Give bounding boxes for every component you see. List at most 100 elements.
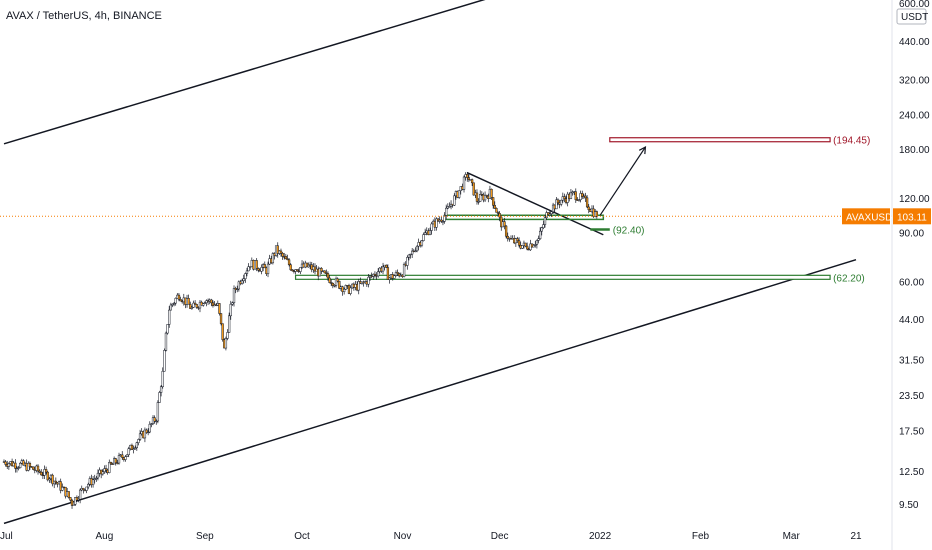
candle-body-56 (93, 478, 96, 481)
candle-body-203 (331, 283, 334, 286)
candle-body-284 (462, 176, 466, 190)
candle-body-152 (249, 266, 252, 268)
trendline-2 (466, 172, 604, 236)
candle-body-104 (171, 303, 174, 306)
candle-body-163 (266, 263, 270, 275)
candle-body-249 (406, 257, 409, 266)
candle-body-318 (517, 240, 521, 246)
candle-body-183 (299, 267, 302, 272)
candle-body-103 (169, 304, 172, 311)
candle-body-44 (74, 497, 77, 505)
candle-body-108 (177, 294, 181, 300)
candle-body-47 (78, 489, 82, 500)
candle-body-252 (411, 250, 414, 255)
candle-body-101 (166, 324, 169, 334)
candle-body-90 (148, 423, 151, 433)
candle-body-355 (577, 199, 581, 201)
candle-body-344 (560, 199, 563, 205)
candle-body-205 (334, 278, 338, 286)
current-price-tag[interactable]: AVAXUSDT 103.11 (842, 208, 931, 225)
candle-body-260 (423, 232, 427, 235)
candle-body-258 (420, 240, 424, 246)
candle-body-271 (441, 221, 445, 223)
candle-body-80 (132, 448, 135, 450)
zones: (194.45) (92.40) (62.20) (294, 136, 870, 284)
candle-body-290 (472, 182, 475, 196)
candle-body-332 (540, 227, 543, 232)
currency-box[interactable] (896, 8, 927, 25)
candle-body-149 (244, 273, 247, 280)
candle-body-264 (430, 223, 433, 231)
candle-body-147 (240, 280, 244, 284)
candle-body-176 (287, 259, 291, 265)
candles (2, 171, 598, 509)
x-tick-4: Nov (394, 531, 412, 542)
candle-body-22 (38, 470, 41, 473)
candle-body-3 (7, 463, 11, 467)
candle-body-198 (323, 270, 326, 274)
candle-body-93 (153, 417, 156, 422)
candle-body-119 (195, 304, 198, 308)
candle-body-140 (229, 303, 232, 317)
candle-body-133 (218, 303, 221, 314)
candle-body-206 (336, 278, 339, 282)
candle-body-66 (109, 462, 113, 465)
candle-body-366 (595, 211, 598, 217)
candle-body-57 (95, 477, 98, 480)
symbol-tag-bg (842, 208, 890, 225)
candle-body-275 (448, 206, 451, 208)
candle-body-124 (203, 302, 207, 304)
candle-body-148 (242, 278, 245, 282)
trendlines (3, 0, 857, 525)
candle-body-40 (67, 491, 70, 498)
candle-body-43 (72, 503, 75, 506)
candle-body-329 (535, 240, 539, 245)
candle-body-342 (556, 199, 560, 204)
candle-body-21 (36, 465, 40, 472)
candle-body-323 (526, 245, 529, 250)
candle-body-45 (75, 497, 79, 501)
candle-body-134 (219, 313, 223, 324)
candle-body-169 (276, 245, 279, 254)
candle-body-145 (237, 281, 241, 290)
candle-body-214 (349, 287, 352, 294)
candle-body-311 (506, 235, 509, 239)
candle-body-94 (155, 420, 158, 423)
symbol-tag: AVAXUSDT (846, 212, 898, 223)
candle-body-27 (46, 471, 49, 481)
candle-body-7 (14, 462, 17, 469)
candle-body-333 (542, 224, 545, 229)
candle-body-128 (210, 299, 213, 304)
candle-body-255 (415, 245, 419, 252)
candle-body-88 (145, 429, 148, 433)
candle-body-171 (279, 250, 283, 254)
y-tick-11: 12.50 (899, 467, 924, 478)
y-tick-4: 120.00 (899, 194, 930, 205)
candle-body-231 (377, 271, 380, 277)
projection-arrow (599, 146, 646, 216)
candle-body-353 (574, 191, 577, 201)
candle-body-100 (164, 332, 168, 351)
candle-body-135 (221, 323, 224, 340)
candle-body-118 (193, 302, 197, 305)
candle-body-254 (414, 250, 417, 252)
candle-body-87 (143, 429, 147, 439)
candle-body-247 (402, 263, 406, 277)
support-zone-2 (294, 274, 831, 280)
candle-body-287 (467, 177, 471, 180)
candle-body-137 (224, 338, 228, 349)
candle-body-229 (373, 273, 377, 276)
candle-body-115 (189, 303, 192, 309)
candle-body-204 (333, 285, 336, 287)
candle-body-61 (101, 471, 104, 475)
candle-body-317 (516, 238, 519, 241)
candle-body-67 (111, 463, 114, 465)
projection-arrow-head (638, 146, 647, 155)
candle-body-16 (28, 463, 32, 467)
candle-body-188 (307, 264, 310, 268)
candle-body-123 (202, 303, 205, 306)
candle-body-211 (344, 285, 347, 290)
candle-body-116 (190, 307, 194, 309)
x-tick-6: 2022 (589, 531, 612, 542)
